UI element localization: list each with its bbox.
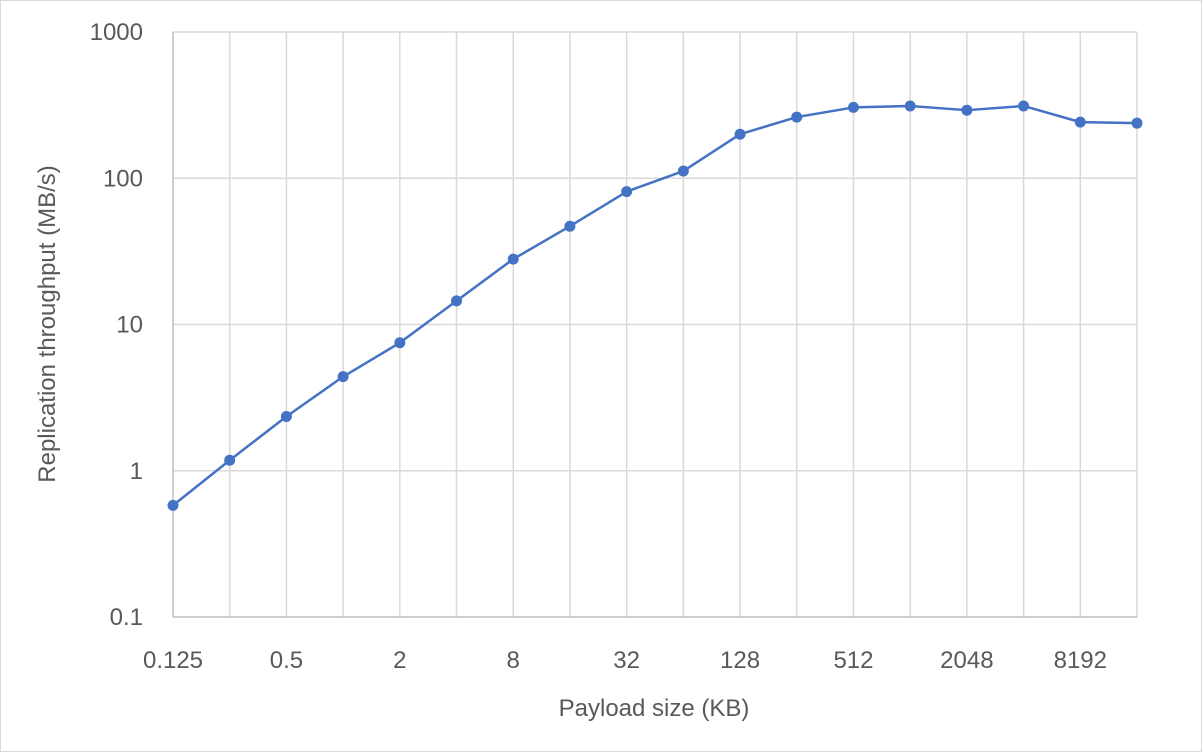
data-point	[1018, 100, 1030, 112]
data-point	[507, 253, 519, 265]
x-tick-label: 0.5	[270, 647, 303, 674]
series-throughput	[167, 100, 1143, 511]
data-point	[791, 111, 803, 123]
data-point	[394, 337, 406, 349]
x-tick-label: 0.125	[143, 647, 203, 674]
data-point	[621, 186, 633, 198]
y-tick-label: 0.1	[110, 604, 143, 631]
x-tick-label: 32	[613, 647, 640, 674]
x-tick-label: 8	[507, 647, 520, 674]
data-point	[1074, 116, 1086, 128]
y-tick-label: 1	[130, 458, 143, 485]
data-point	[564, 220, 576, 232]
data-point	[451, 295, 463, 307]
data-point	[167, 499, 179, 511]
x-axis-title: Payload size (KB)	[559, 695, 750, 722]
data-point	[961, 104, 973, 116]
y-tick-label: 100	[103, 165, 143, 192]
y-tick-label: 10	[116, 312, 143, 339]
x-tick-label: 128	[720, 647, 760, 674]
x-tick-label: 2	[393, 647, 406, 674]
series-line	[172, 104, 1138, 507]
x-tick-label: 512	[833, 647, 873, 674]
data-point	[1131, 117, 1143, 129]
x-tick-label: 8192	[1054, 647, 1107, 674]
data-point	[280, 410, 292, 422]
data-point	[847, 101, 859, 113]
y-tick-label: 1000	[90, 19, 143, 46]
y-axis-title: Replication throughput (MB/s)	[34, 165, 61, 482]
data-point	[734, 128, 746, 140]
data-point	[677, 165, 689, 177]
data-point	[224, 454, 236, 466]
data-point	[904, 100, 916, 112]
x-tick-label: 2048	[940, 647, 993, 674]
tick-labels: 0.1 1 10 100 1000 0.125 0.5 2 8 32 128 512 2048 8192	[90, 19, 1107, 674]
axes	[172, 32, 1137, 618]
gridlines	[173, 31, 1138, 617]
data-point	[337, 371, 349, 383]
